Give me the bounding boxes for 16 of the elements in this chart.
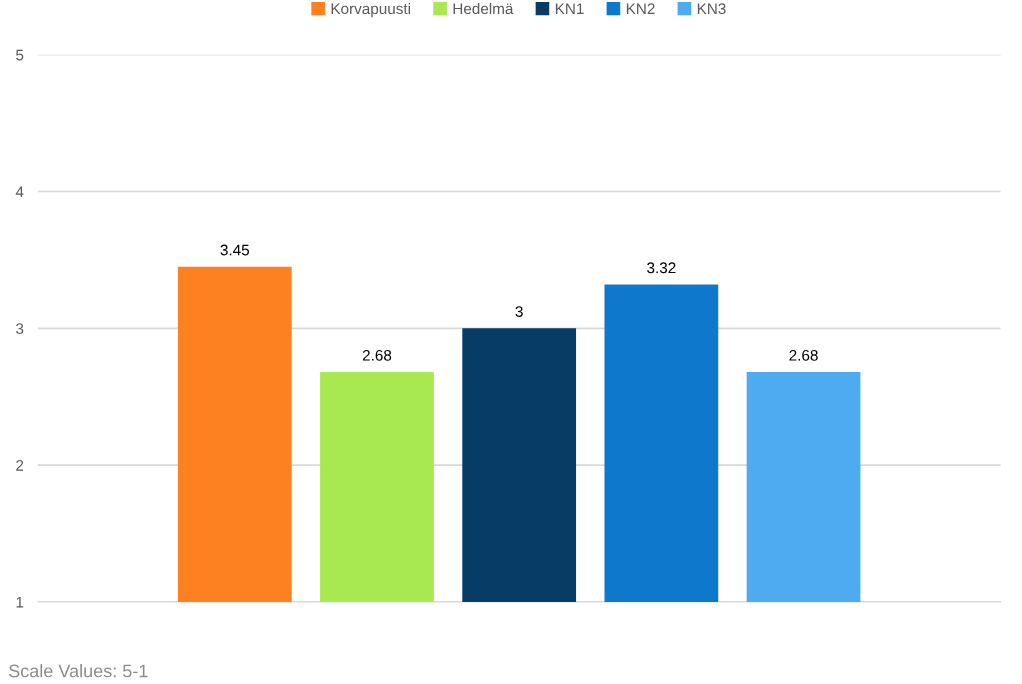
data-label: 3 (515, 306, 523, 317)
legend-label: KN1 (555, 3, 584, 14)
legend-label: KN2 (626, 3, 655, 14)
y-tick-label: 3 (16, 323, 24, 335)
y-tick-label: 5 (16, 49, 24, 61)
legend-label: Hedelmä (453, 2, 514, 15)
data-label: 2.68 (362, 349, 392, 361)
y-tick-label: 2 (16, 459, 24, 471)
data-label: 3.45 (220, 244, 250, 256)
text: Scale Values: 5-1 (9, 664, 148, 678)
y-tick-label: 4 (15, 186, 24, 198)
legend-label: KN3 (697, 3, 726, 15)
data-label: 2.68 (789, 349, 818, 361)
y-tick-label: 1 (16, 596, 24, 608)
legend-label: Korvapuusti (331, 2, 411, 18)
data-label: 3.32 (647, 262, 676, 274)
